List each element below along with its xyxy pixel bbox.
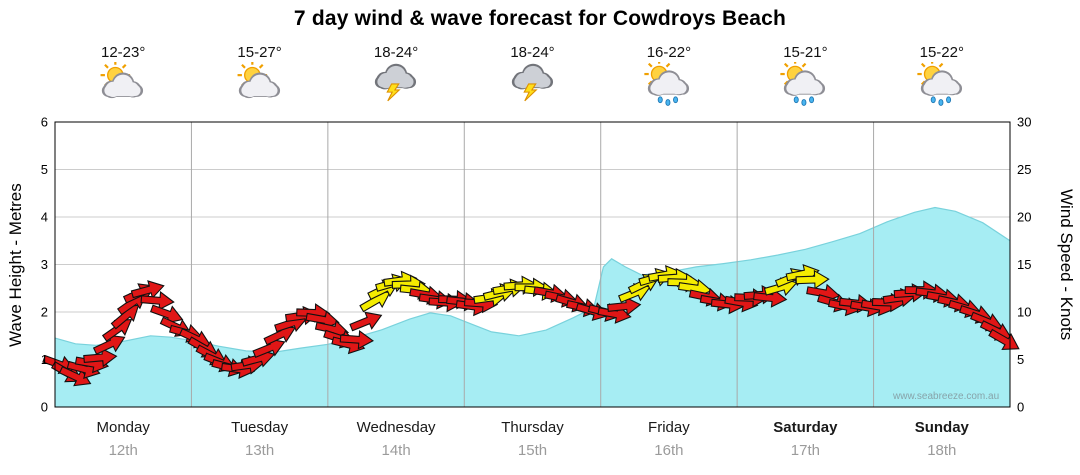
wind-speed-tick: 15 [1017, 257, 1031, 272]
wind-speed-tick: 30 [1017, 115, 1031, 130]
wind-speed-tick: 20 [1017, 210, 1031, 225]
wind-speed-tick: 0 [1017, 400, 1024, 415]
wind-arrow [795, 269, 830, 290]
wind-arrow [58, 366, 92, 387]
axis-ticks: 0 1 2 3 4 5 6 0 5 10 15 20 25 30 [41, 115, 1032, 415]
wave-height-tick: 5 [41, 162, 48, 177]
wind-arrow [339, 329, 374, 350]
watermark: www.seabreeze.com.au [893, 391, 1000, 402]
wave-height-tick: 0 [41, 400, 48, 415]
wind-arrow [140, 291, 175, 311]
wind-speed-tick: 25 [1017, 162, 1031, 177]
wave-height-area [55, 207, 1010, 407]
wave-height-tick: 6 [41, 115, 48, 130]
wave-height-tick: 1 [41, 352, 48, 367]
wave-height-tick: 3 [41, 257, 48, 272]
wind-speed-tick: 5 [1017, 352, 1024, 367]
y-axis-label-wind-speed: Wind Speed - Knots [1057, 189, 1076, 341]
wave-height-tick: 4 [41, 210, 48, 225]
wave-height-tick: 2 [41, 305, 48, 320]
day-boundary-gridlines [190, 122, 875, 407]
wind-arrow [607, 296, 642, 316]
plot-frame [54, 121, 1011, 408]
y-axis-label-wave-height: Wave Height - Metres [6, 183, 25, 347]
wind-arrow [349, 311, 383, 332]
wind-arrows [42, 264, 1020, 387]
wind-speed-tick: 10 [1017, 305, 1031, 320]
wind-arrow [130, 280, 165, 300]
page-title: 7 day wind & wave forecast for Cowdroys … [293, 7, 787, 30]
wind-arrow [83, 347, 118, 368]
wind-arrow [988, 328, 1020, 350]
wind-arrow [149, 304, 184, 324]
wind-arrow [753, 288, 788, 308]
